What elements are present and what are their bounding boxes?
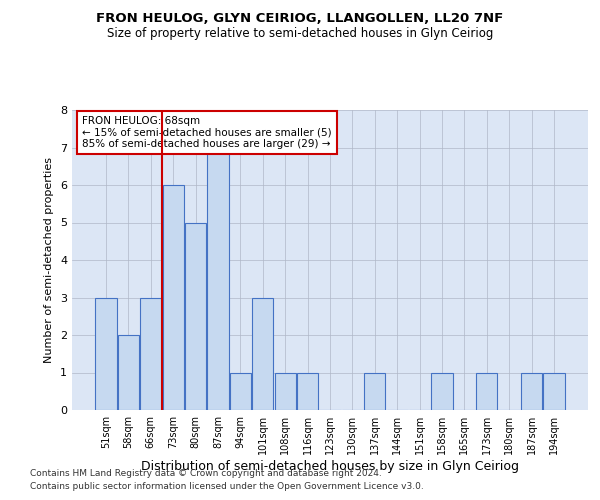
Text: Contains HM Land Registry data © Crown copyright and database right 2024.: Contains HM Land Registry data © Crown c…: [30, 468, 382, 477]
Text: Size of property relative to semi-detached houses in Glyn Ceiriog: Size of property relative to semi-detach…: [107, 28, 493, 40]
Bar: [140, 298, 161, 410]
Bar: [275, 372, 296, 410]
Bar: [431, 372, 452, 410]
Bar: [364, 372, 385, 410]
Bar: [208, 148, 229, 410]
X-axis label: Distribution of semi-detached houses by size in Glyn Ceiriog: Distribution of semi-detached houses by …: [141, 460, 519, 472]
Bar: [476, 372, 497, 410]
Bar: [521, 372, 542, 410]
Bar: [185, 222, 206, 410]
Bar: [543, 372, 565, 410]
Bar: [163, 185, 184, 410]
Bar: [95, 298, 117, 410]
Y-axis label: Number of semi-detached properties: Number of semi-detached properties: [44, 157, 55, 363]
Bar: [252, 298, 274, 410]
Text: FRON HEULOG: 68sqm
← 15% of semi-detached houses are smaller (5)
85% of semi-det: FRON HEULOG: 68sqm ← 15% of semi-detache…: [82, 116, 332, 149]
Text: Contains public sector information licensed under the Open Government Licence v3: Contains public sector information licen…: [30, 482, 424, 491]
Bar: [118, 335, 139, 410]
Bar: [230, 372, 251, 410]
Text: FRON HEULOG, GLYN CEIRIOG, LLANGOLLEN, LL20 7NF: FRON HEULOG, GLYN CEIRIOG, LLANGOLLEN, L…: [97, 12, 503, 26]
Bar: [297, 372, 318, 410]
